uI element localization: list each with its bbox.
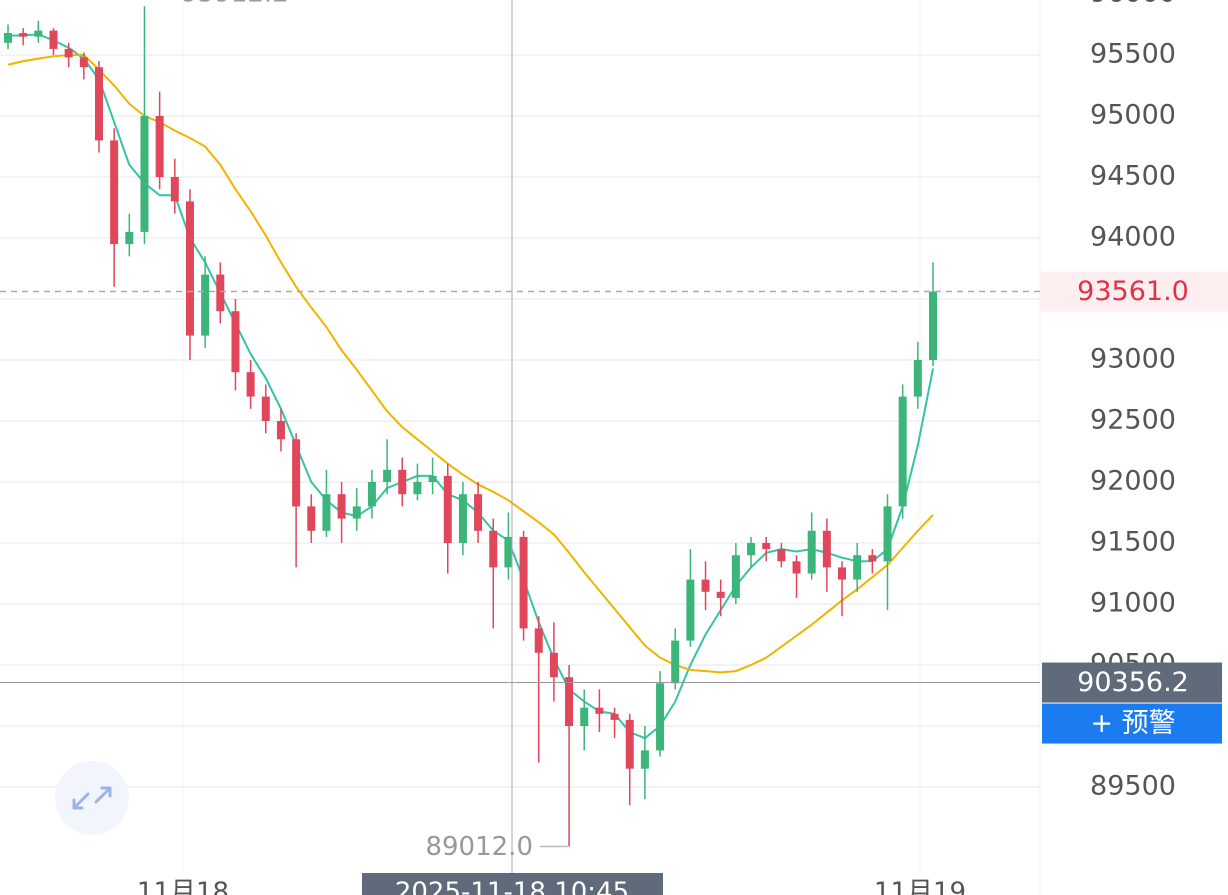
candle-body	[185, 201, 194, 336]
candle-body	[383, 469, 392, 482]
candle-body	[701, 579, 710, 592]
candle-body	[216, 274, 225, 312]
candle-body	[474, 494, 483, 531]
candle-body	[49, 30, 58, 49]
candle-body	[792, 561, 801, 574]
candle-body	[640, 750, 649, 769]
candle-body	[883, 506, 892, 562]
candle-body	[19, 33, 28, 37]
y-tick-label: 96000	[1090, 0, 1176, 9]
candle-body	[519, 536, 528, 629]
candle-body	[565, 677, 574, 726]
candle-body	[807, 530, 816, 574]
candle-body	[428, 475, 437, 482]
candle-body	[443, 475, 452, 543]
candle-body	[4, 33, 12, 43]
crosshair-price-box	[1042, 662, 1222, 703]
alert-button-bg[interactable]	[1042, 703, 1222, 744]
candle-body	[504, 536, 513, 568]
candle-body	[231, 311, 240, 373]
y-tick-label: 92500	[1090, 405, 1176, 436]
candle-body	[94, 67, 103, 141]
candle-body	[898, 396, 907, 507]
crosshair-price: 90356.2	[1077, 667, 1189, 698]
y-tick-label: 95500	[1090, 39, 1176, 70]
candle-body	[731, 555, 740, 598]
axis-panel	[1040, 0, 1228, 895]
last-price-label: 93561.0	[1077, 276, 1189, 307]
candle-body	[322, 494, 331, 531]
candle-body	[34, 30, 43, 37]
candle-body	[79, 57, 88, 68]
candle-body	[838, 567, 847, 580]
high-label: 95912.2	[181, 0, 289, 9]
crosshair-time-box	[362, 873, 663, 895]
candle-body	[777, 549, 786, 562]
candle-body	[292, 439, 301, 507]
x-tick-label: 11月19	[874, 878, 966, 895]
candle-body	[489, 530, 498, 568]
candle-body	[913, 360, 922, 397]
candle-body	[367, 482, 376, 507]
crosshair-time: 2025-11-18 10:45	[395, 878, 629, 895]
y-tick-label: 92000	[1090, 466, 1176, 497]
y-tick-label: 94000	[1090, 222, 1176, 253]
candle-body	[868, 555, 877, 562]
candle-body	[762, 543, 771, 550]
y-tick-label: 94500	[1090, 161, 1176, 192]
candle-body	[625, 719, 634, 769]
candle-body	[201, 274, 210, 336]
candle-body	[747, 543, 756, 556]
alert-button[interactable]: + 预警	[1090, 708, 1175, 739]
candle-body	[170, 177, 179, 202]
y-tick-label: 93000	[1090, 344, 1176, 375]
candle-body	[110, 140, 119, 245]
candle-body	[671, 640, 680, 684]
candle-body	[261, 396, 270, 421]
expand-glyph	[72, 786, 112, 810]
candle-body	[610, 713, 619, 720]
candle-body	[580, 707, 589, 726]
candle-body	[595, 707, 604, 714]
candle-body	[549, 652, 558, 678]
candle-body	[929, 291, 937, 360]
x-tick-label: 11月18	[137, 878, 229, 895]
candle-body	[822, 530, 831, 568]
y-tick-label: 91500	[1090, 527, 1176, 558]
candle-body	[716, 591, 725, 598]
candle-body	[276, 421, 285, 440]
candle-body	[853, 555, 862, 580]
candle-body	[140, 116, 149, 232]
y-tick-label: 91000	[1090, 588, 1176, 619]
candle-body	[337, 494, 346, 519]
candle-body	[534, 628, 543, 653]
candle-body	[155, 116, 164, 177]
candle-body	[307, 506, 316, 531]
expand-icon-bg	[55, 761, 129, 835]
expand-icon[interactable]	[55, 761, 129, 835]
candle-body	[125, 231, 134, 245]
low-label: 89012.0	[425, 832, 533, 862]
candle-body	[246, 372, 255, 397]
candle-body	[398, 469, 407, 495]
candles	[4, 6, 937, 847]
candle-body	[656, 683, 665, 751]
candle-body	[458, 494, 467, 543]
candle-body	[352, 506, 361, 519]
candle-body	[413, 482, 422, 495]
last-price-box	[1040, 271, 1228, 312]
y-tick-label: 89500	[1090, 771, 1176, 802]
candle-body	[686, 579, 695, 641]
candle-body	[64, 48, 73, 58]
y-tick-label: 95000	[1090, 100, 1176, 131]
